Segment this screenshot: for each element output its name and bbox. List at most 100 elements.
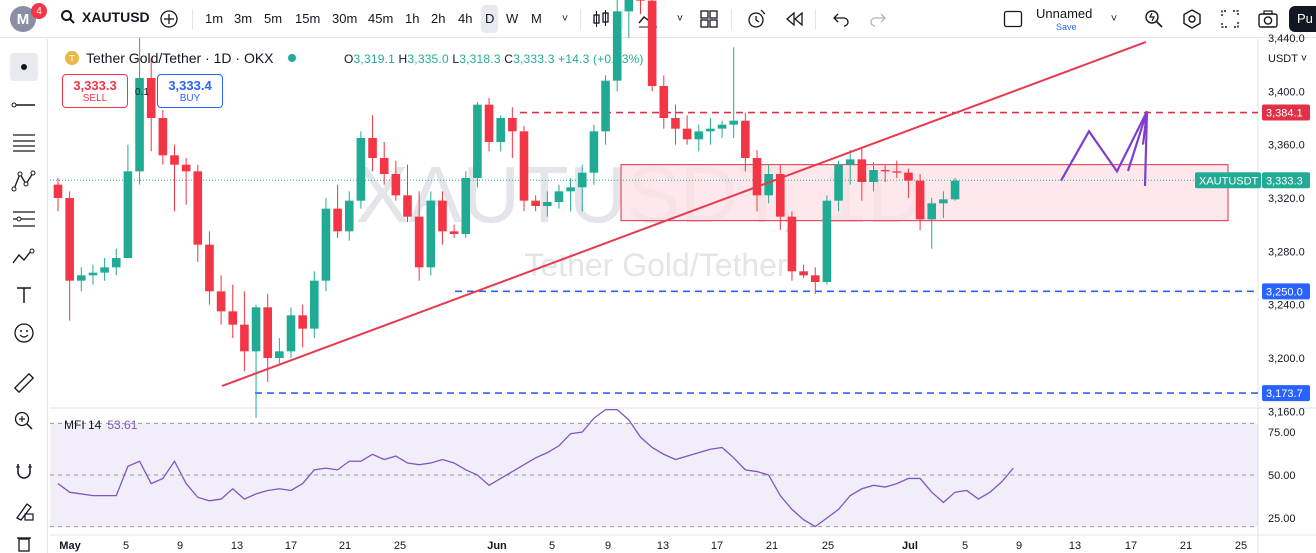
mfi-tick-label: 75.00 (1268, 427, 1296, 439)
redo-icon[interactable] (866, 7, 890, 31)
price-tick-label: 3,400.0 (1268, 86, 1305, 98)
emoji-icon[interactable] (10, 319, 38, 347)
candle-body (927, 203, 937, 220)
candle-body (845, 159, 855, 165)
candle (461, 171, 471, 238)
candle-body (461, 178, 471, 234)
candle (682, 115, 692, 145)
mfi-legend[interactable]: MFI 14 53.61 (64, 418, 137, 432)
interval-2h[interactable]: 2h (431, 11, 446, 26)
candle-body (799, 271, 808, 276)
candle (508, 107, 517, 158)
resistance-price-tag-bg (1262, 104, 1310, 121)
quick-search-icon[interactable] (1142, 7, 1166, 31)
symbol-legend[interactable]: T Tether Gold/Tether · 1D · OKX (64, 50, 296, 66)
settings-gear-icon[interactable] (1180, 7, 1204, 31)
candle (706, 118, 715, 145)
brush-icon[interactable] (10, 243, 38, 271)
magnet-icon[interactable] (10, 457, 38, 485)
trash-icon[interactable] (10, 529, 38, 553)
drawing-toolbar (0, 39, 48, 553)
buy-button[interactable]: 3,333.4 BUY (157, 74, 223, 108)
publish-button[interactable]: Pu (1289, 6, 1316, 32)
candle-body (205, 244, 214, 292)
ruler-icon[interactable] (10, 369, 38, 397)
interval-3m[interactable]: 3m (234, 11, 253, 26)
candle (659, 75, 669, 129)
interval-1d[interactable]: D (481, 5, 499, 33)
candle-body (741, 120, 750, 158)
lock-drawing-icon[interactable] (10, 497, 38, 525)
candle-body (135, 78, 144, 172)
interval-4h[interactable]: 4h (458, 11, 473, 26)
candle-body (88, 272, 98, 276)
chevron-down-icon[interactable]: ˅ (676, 13, 684, 25)
compare-plus-icon[interactable] (157, 7, 181, 31)
candle-body (391, 174, 401, 196)
undo-icon[interactable] (829, 7, 853, 31)
cursor-dot-icon[interactable] (10, 53, 38, 81)
candle-body (379, 158, 389, 174)
fullscreen-icon[interactable] (1218, 7, 1242, 31)
forecast-tools-icon[interactable] (10, 205, 38, 233)
toolbar-divider (731, 9, 732, 29)
candle-body (589, 131, 599, 173)
resistance-price-tag: 3,384.1 (1262, 104, 1310, 121)
layout-checkbox-icon[interactable] (1001, 7, 1025, 31)
candle-body (519, 131, 529, 201)
resistance-price-tag-text: 3,384.1 (1266, 108, 1303, 120)
candle (310, 271, 319, 338)
replay-icon[interactable] (783, 7, 807, 31)
candle-body (496, 118, 505, 142)
layout-name[interactable]: Unnamed (1036, 6, 1093, 21)
candle-body (111, 258, 121, 268)
chevron-down-icon[interactable]: ˅ (1110, 13, 1118, 25)
candle-body (414, 216, 424, 268)
candle-body (892, 171, 902, 173)
fib-retracement-icon[interactable] (10, 129, 38, 157)
candles-icon[interactable] (589, 7, 613, 31)
chevron-down-icon[interactable]: ˅ (561, 13, 569, 25)
alert-clock-icon[interactable] (744, 7, 768, 31)
text-tool-icon[interactable] (10, 281, 38, 309)
candle-body (834, 164, 843, 201)
interval-45m[interactable]: 45m (368, 11, 394, 26)
layouts-grid-icon[interactable] (697, 7, 721, 31)
currency-selector[interactable]: USDT ˅ (1268, 53, 1307, 65)
interval-15m[interactable]: 15m (295, 11, 321, 26)
candle (379, 142, 389, 185)
candle-body (636, 0, 645, 1)
candle (647, 0, 657, 92)
notification-badge[interactable]: 4 (31, 3, 47, 19)
mfi-name: MFI 14 (64, 418, 102, 432)
time-tick-label: 17 (711, 540, 723, 552)
mfi-tick-label: 25.00 (1268, 513, 1296, 525)
toolbar-divider (815, 9, 816, 29)
candle (88, 264, 98, 285)
interval-1w[interactable]: W (506, 11, 519, 26)
interval-1h[interactable]: 1h (405, 11, 420, 26)
candle (298, 304, 307, 348)
interval-30m[interactable]: 30m (332, 11, 358, 26)
candle-body (566, 187, 575, 192)
candle-body (484, 104, 494, 142)
candle-body (577, 172, 587, 188)
layout-save-link[interactable]: Save (1056, 22, 1077, 32)
sell-button[interactable]: 3,333.3 SELL (62, 74, 128, 108)
interval-5m[interactable]: 5m (264, 11, 283, 26)
interval-1m[interactable]: 1m (205, 11, 224, 26)
candle (566, 178, 575, 212)
candle-body (298, 315, 307, 329)
pattern-icon[interactable] (10, 167, 38, 195)
camera-icon[interactable] (1256, 7, 1280, 31)
time-tick-label: 5 (549, 540, 555, 552)
support-1-price-tag: 3,250.0 (1262, 283, 1310, 300)
symbol-search[interactable]: XAUTUSD (60, 9, 150, 25)
candle (181, 158, 191, 205)
candle-body (787, 216, 797, 272)
trend-line-icon[interactable] (10, 91, 38, 119)
interval-1mo[interactable]: M (531, 11, 542, 26)
close-value: 3,333.3 (513, 52, 555, 66)
zoom-in-icon[interactable] (10, 407, 38, 435)
